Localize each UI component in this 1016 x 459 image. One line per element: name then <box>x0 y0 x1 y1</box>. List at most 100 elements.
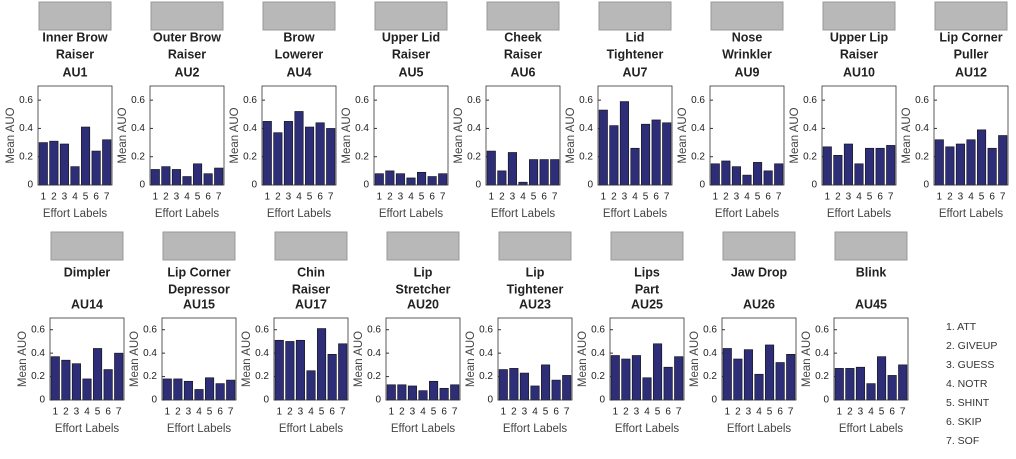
face-image <box>599 2 671 30</box>
y-tick-label: 0.6 <box>355 95 369 106</box>
x-tick-label: 3 <box>62 192 68 203</box>
x-tick-label: 7 <box>776 192 782 203</box>
legend-item: 6. SKIP <box>946 416 982 428</box>
x-tick-label: 2 <box>511 407 517 418</box>
x-axis-label: Effort Labels <box>727 423 792 435</box>
y-tick-label: 0.4 <box>31 348 45 359</box>
x-tick-label: 4 <box>196 407 202 418</box>
bar <box>408 386 416 400</box>
bar <box>163 379 171 400</box>
panel-subtitle: AU20 <box>407 297 439 311</box>
bar <box>835 368 843 400</box>
x-tick-label: 2 <box>611 192 617 203</box>
y-tick-label: 0.2 <box>591 371 605 382</box>
bar <box>407 178 415 185</box>
x-tick-label: 6 <box>93 192 99 203</box>
x-tick-label: 4 <box>968 192 974 203</box>
bar <box>776 363 784 400</box>
bar <box>531 386 539 400</box>
legend-item: 2. GIVEUP <box>946 340 997 352</box>
y-tick-label: 0 <box>599 395 605 406</box>
x-tick-label: 7 <box>552 192 558 203</box>
bar <box>214 168 222 185</box>
y-tick-label: 0.4 <box>143 348 157 359</box>
bar <box>886 145 894 185</box>
x-tick-label: 2 <box>387 192 393 203</box>
panel-title: Upper Lid <box>382 30 440 44</box>
bar <box>72 364 80 400</box>
x-tick-label: 1 <box>53 407 59 418</box>
panel-title: Chin <box>297 265 325 279</box>
x-tick-label: 5 <box>95 407 101 418</box>
face-image <box>935 2 1007 30</box>
x-tick-label: 7 <box>328 192 334 203</box>
x-tick-label: 4 <box>296 192 302 203</box>
panel-title: Puller <box>954 47 989 61</box>
bar <box>417 172 425 185</box>
panel-title: Brow <box>283 30 315 44</box>
x-axis-label: Effort Labels <box>167 423 232 435</box>
panel-subtitle: AU15 <box>183 297 215 311</box>
y-tick-label: 0.4 <box>255 348 269 359</box>
x-tick-label: 1 <box>601 192 607 203</box>
y-tick-label: 0.2 <box>143 371 157 382</box>
y-tick-label: 0.6 <box>691 95 705 106</box>
x-tick-label: 3 <box>746 407 752 418</box>
axes-box <box>374 86 448 185</box>
bar <box>510 368 518 400</box>
bar <box>184 381 192 400</box>
bar <box>151 169 159 185</box>
bar <box>722 161 730 185</box>
x-tick-label: 1 <box>937 192 943 203</box>
bar <box>183 177 191 185</box>
x-tick-label: 2 <box>623 407 629 418</box>
legend-item: 5. SHINT <box>946 397 990 409</box>
y-tick-label: 0.2 <box>691 151 705 162</box>
panel-subtitle: AU23 <box>519 297 551 311</box>
panel-title: Lip <box>526 265 545 279</box>
bar <box>541 365 549 400</box>
x-tick-label: 3 <box>622 192 628 203</box>
y-tick-label: 0.6 <box>579 95 593 106</box>
y-tick-label: 0 <box>711 395 717 406</box>
y-tick-label: 0 <box>811 180 817 191</box>
face-image <box>723 232 795 260</box>
panel-title: Raiser <box>392 47 430 61</box>
x-axis-label: Effort Labels <box>503 423 568 435</box>
panel-title: Upper Lip <box>830 30 889 44</box>
x-tick-label: 7 <box>664 192 670 203</box>
y-tick-label: 0.2 <box>815 371 829 382</box>
x-axis-label: Effort Labels <box>279 423 344 435</box>
x-tick-label: 5 <box>531 192 537 203</box>
bar <box>204 174 212 185</box>
axes-box <box>710 86 784 185</box>
y-tick-label: 0.4 <box>803 123 817 134</box>
y-axis-label: Mean AUO <box>229 107 241 163</box>
x-tick-label: 2 <box>175 407 181 418</box>
y-tick-label: 0.2 <box>19 151 33 162</box>
panel-title: Dimpler <box>64 265 111 279</box>
bar <box>732 167 740 185</box>
bar <box>305 127 313 185</box>
y-tick-label: 0.4 <box>467 123 481 134</box>
y-axis-label: Mean AUO <box>689 331 701 387</box>
panel-title: Depressor <box>168 282 230 296</box>
bar <box>81 127 89 185</box>
bar <box>552 380 560 400</box>
bar <box>935 140 943 185</box>
x-tick-label: 5 <box>655 407 661 418</box>
axes-box <box>486 86 560 185</box>
bar <box>846 368 854 400</box>
face-image <box>487 2 559 30</box>
bar <box>326 128 334 185</box>
x-axis-label: Effort Labels <box>827 208 892 220</box>
y-tick-label: 0.4 <box>579 123 593 134</box>
panel-subtitle: AU26 <box>743 297 775 311</box>
x-tick-label: 1 <box>837 407 843 418</box>
bar <box>307 371 315 400</box>
y-tick-label: 0.4 <box>479 348 493 359</box>
panel-title: Stretcher <box>396 282 451 296</box>
panel-title: Jaw Drop <box>731 265 788 279</box>
x-tick-label: 6 <box>665 407 671 418</box>
figure: Inner BrowRaiserAU100.20.40.61234567Effo… <box>0 0 1016 459</box>
